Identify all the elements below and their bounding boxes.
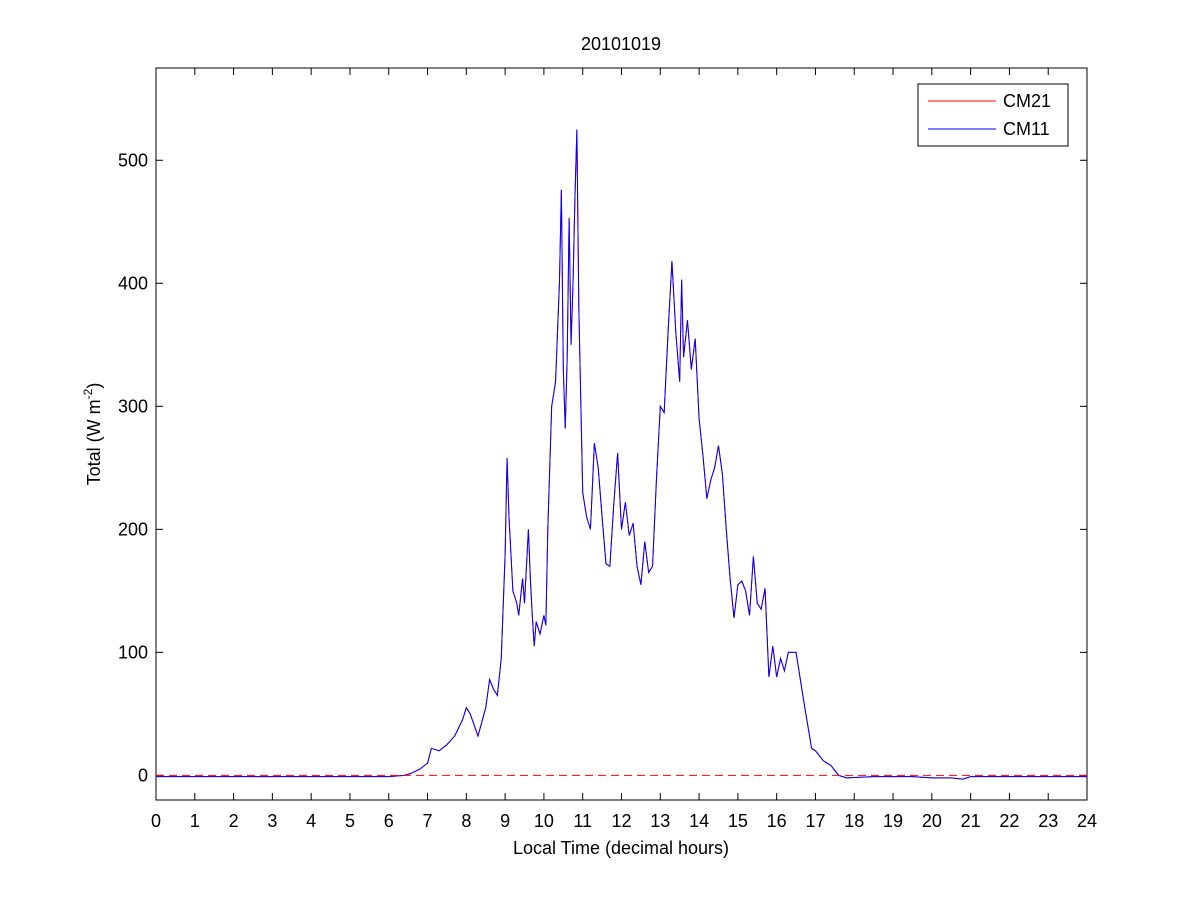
plot-area: [155, 67, 1088, 801]
x-tick-label: 2: [229, 811, 239, 831]
x-tick-label: 23: [1038, 811, 1058, 831]
x-tick-label: 5: [345, 811, 355, 831]
x-tick-label: 19: [883, 811, 903, 831]
x-tick-label: 12: [611, 811, 631, 831]
x-tick-label: 13: [650, 811, 670, 831]
x-tick-label: 22: [999, 811, 1019, 831]
x-tick-label: 0: [151, 811, 161, 831]
x-tick-label: 16: [767, 811, 787, 831]
x-tick-label: 6: [384, 811, 394, 831]
x-tick-label: 8: [461, 811, 471, 831]
y-tick-label: 400: [118, 273, 148, 293]
y-tick-label: 0: [138, 765, 148, 785]
x-tick-label: 9: [500, 811, 510, 831]
y-axis-label: Total (W m-2): [81, 383, 104, 486]
x-tick-label: 3: [267, 811, 277, 831]
x-tick-label: 14: [689, 811, 709, 831]
chart-title: 20101019: [581, 34, 661, 54]
x-tick-label: 11: [573, 811, 592, 831]
y-label-suffix: ): [84, 383, 104, 389]
x-tick-label: 17: [805, 811, 825, 831]
legend-label: CM21: [1003, 91, 1051, 111]
data-line: [156, 129, 1087, 780]
y-label-sup: -2: [81, 388, 95, 399]
y-tick-label: 100: [118, 642, 148, 662]
x-tick-label: 20: [922, 811, 942, 831]
legend-label: CM11: [1003, 119, 1050, 139]
x-tick-label: 18: [844, 811, 864, 831]
x-tick-label: 21: [961, 811, 981, 831]
x-tick-label: 4: [306, 811, 316, 831]
x-tick-label: 24: [1077, 811, 1097, 831]
y-tick-label: 300: [118, 396, 148, 416]
x-tick-label: 15: [728, 811, 748, 831]
x-axis-label: Local Time (decimal hours): [513, 838, 729, 858]
x-tick-label: 7: [423, 811, 433, 831]
y-tick-label: 500: [118, 150, 148, 170]
y-label-text: Total (W m: [84, 399, 104, 485]
y-tick-label: 200: [118, 519, 148, 539]
legend-box: [917, 83, 1069, 147]
x-tick-label: 1: [190, 811, 200, 831]
x-tick-label: 10: [534, 811, 554, 831]
